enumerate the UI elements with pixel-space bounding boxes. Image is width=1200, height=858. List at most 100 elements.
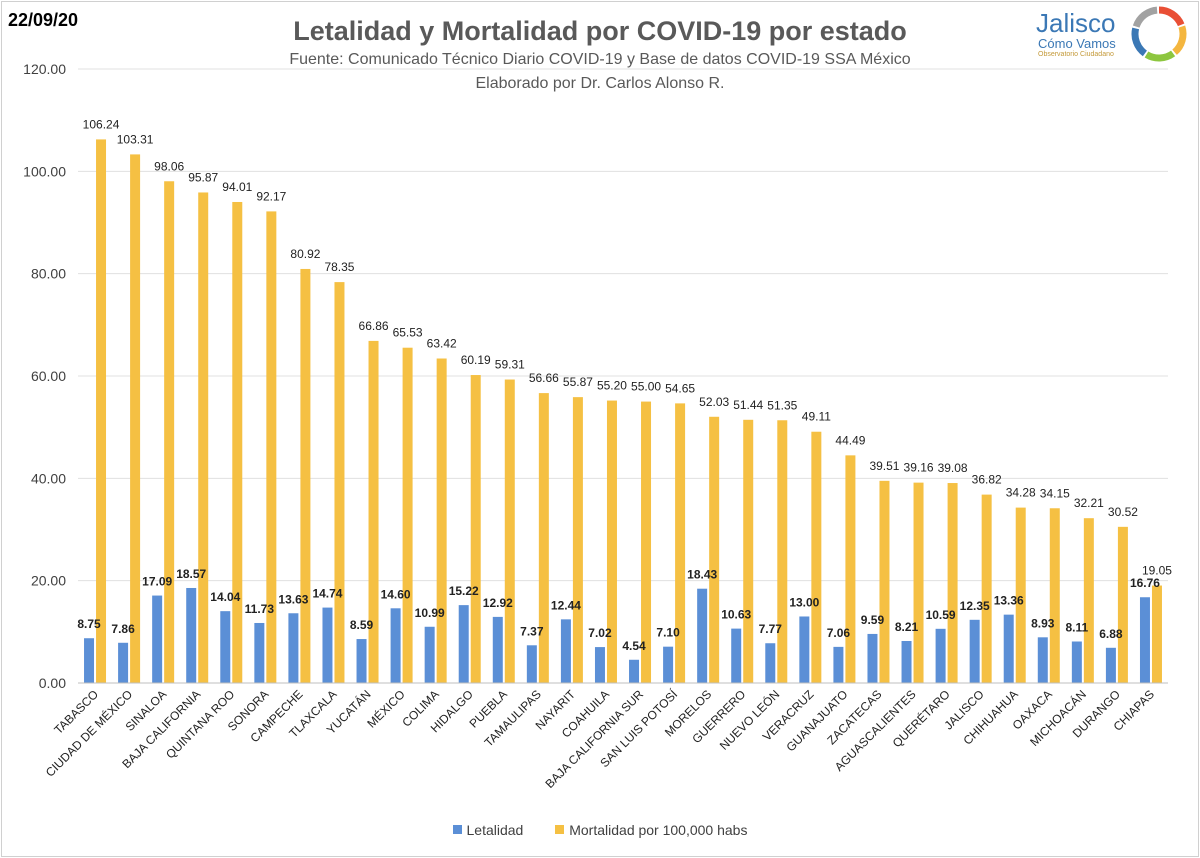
legend-swatch-letalidad [452,825,462,834]
bar-mortalidad [811,431,822,683]
bar-letalidad [901,640,912,683]
bar-letalidad [1105,647,1116,683]
data-label-letalidad: 14.74 [312,587,342,601]
bar-mortalidad [198,192,209,684]
chart-author: Elaborado por Dr. Carlos Alonso R. [475,75,725,92]
data-label-mortalidad: 56.66 [529,371,559,385]
bar-mortalidad [538,393,549,683]
data-label-letalidad: 17.09 [142,575,172,589]
data-label-mortalidad: 106.24 [83,117,120,131]
bar-letalidad [833,646,844,683]
bar-letalidad [390,608,401,683]
data-label-mortalidad: 32.21 [1074,496,1104,510]
bar-letalidad [697,588,708,683]
bar-mortalidad [334,282,345,683]
chart-title: Letalidad y Mortalidad por COVID-19 por … [293,16,907,46]
y-tick-label: 40.00 [31,470,66,486]
data-label-mortalidad: 39.08 [938,461,968,475]
data-label-mortalidad: 52.03 [699,395,729,409]
bar-mortalidad [164,181,175,683]
data-label-letalidad: 8.11 [1065,621,1088,635]
data-label-letalidad: 13.00 [789,595,819,609]
data-label-mortalidad: 94.01 [222,180,252,194]
data-label-mortalidad: 95.87 [188,170,218,184]
data-label-mortalidad: 103.31 [117,132,154,146]
data-label-letalidad: 10.59 [926,608,956,622]
data-label-letalidad: 14.04 [210,590,240,604]
data-label-mortalidad: 80.92 [290,247,320,261]
y-tick-label: 100.00 [23,163,66,179]
bar-mortalidad [436,358,447,683]
logo-ring-segment [1144,50,1176,62]
bar-mortalidad [947,483,958,683]
bar-mortalidad [675,403,686,683]
bar-mortalidad [913,482,924,683]
data-label-mortalidad: 30.52 [1108,505,1138,519]
bar-letalidad [322,607,333,683]
data-label-mortalidad: 63.42 [427,337,457,351]
data-label-mortalidad: 78.35 [324,260,354,274]
bar-letalidad [526,645,537,683]
bar-mortalidad [1117,526,1128,683]
bar-mortalidad [130,154,141,684]
data-label-letalidad: 10.63 [721,608,751,622]
data-label-mortalidad: 55.87 [563,375,593,389]
bar-mortalidad [709,416,720,683]
data-label-letalidad: 8.21 [895,620,919,634]
logo-name: Jalisco [1036,8,1116,38]
data-label-mortalidad: 51.44 [733,398,763,412]
data-label-letalidad: 7.06 [827,626,851,640]
bar-letalidad [220,611,231,683]
bar-letalidad [1037,637,1048,683]
data-label-letalidad: 4.54 [622,639,646,653]
data-label-mortalidad: 51.35 [767,398,797,412]
bar-letalidad [594,647,605,683]
data-label-letalidad: 12.44 [551,598,581,612]
data-label-mortalidad: 98.06 [154,159,184,173]
data-label-letalidad: 14.60 [381,587,411,601]
data-label-mortalidad: 65.53 [393,326,423,340]
legend-swatch-mortalidad [555,825,565,834]
bar-letalidad [560,619,571,683]
bar-mortalidad [1015,507,1026,683]
data-label-letalidad: 7.77 [759,622,783,636]
data-label-letalidad: 9.59 [861,613,885,627]
bar-letalidad [969,619,980,683]
data-label-letalidad: 13.36 [994,594,1024,608]
data-label-letalidad: 12.92 [483,596,513,610]
bar-mortalidad [606,400,617,683]
data-label-mortalidad: 55.20 [597,379,627,393]
data-label-mortalidad: 34.15 [1040,486,1070,500]
bar-letalidad [629,659,640,683]
x-tick-label: MÉXICO [364,687,408,731]
bar-mortalidad [845,455,856,683]
data-label-mortalidad: 60.19 [461,353,491,367]
data-label-letalidad: 8.59 [350,618,374,632]
bar-letalidad [663,646,674,683]
bar-mortalidad [300,268,311,683]
data-label-mortalidad: 39.16 [904,461,934,475]
bar-letalidad [356,639,367,683]
bar-mortalidad [572,397,583,683]
bar-letalidad [492,616,503,683]
bar-mortalidad [232,201,243,683]
data-label-mortalidad: 34.28 [1006,486,1036,500]
y-tick-label: 80.00 [31,266,66,282]
logo-small-text: Observatorio Ciudadano [1038,51,1114,58]
data-label-letalidad: 6.88 [1099,627,1123,641]
data-label-letalidad: 13.63 [278,592,308,606]
bar-letalidad [186,587,197,683]
bar-letalidad [254,622,265,683]
data-label-mortalidad: 49.11 [802,410,831,424]
bar-mortalidad [504,379,515,683]
data-label-mortalidad: 92.17 [256,189,286,203]
bar-letalidad [458,605,469,683]
bar-letalidad [935,628,946,683]
data-label-letalidad: 12.35 [960,599,990,613]
data-label-mortalidad: 44.49 [835,433,865,447]
data-label-letalidad: 10.99 [415,606,445,620]
logo-ring-segment [1131,27,1148,57]
logo-ring-icon [1131,6,1187,62]
data-label-letalidad: 15.22 [449,584,479,598]
